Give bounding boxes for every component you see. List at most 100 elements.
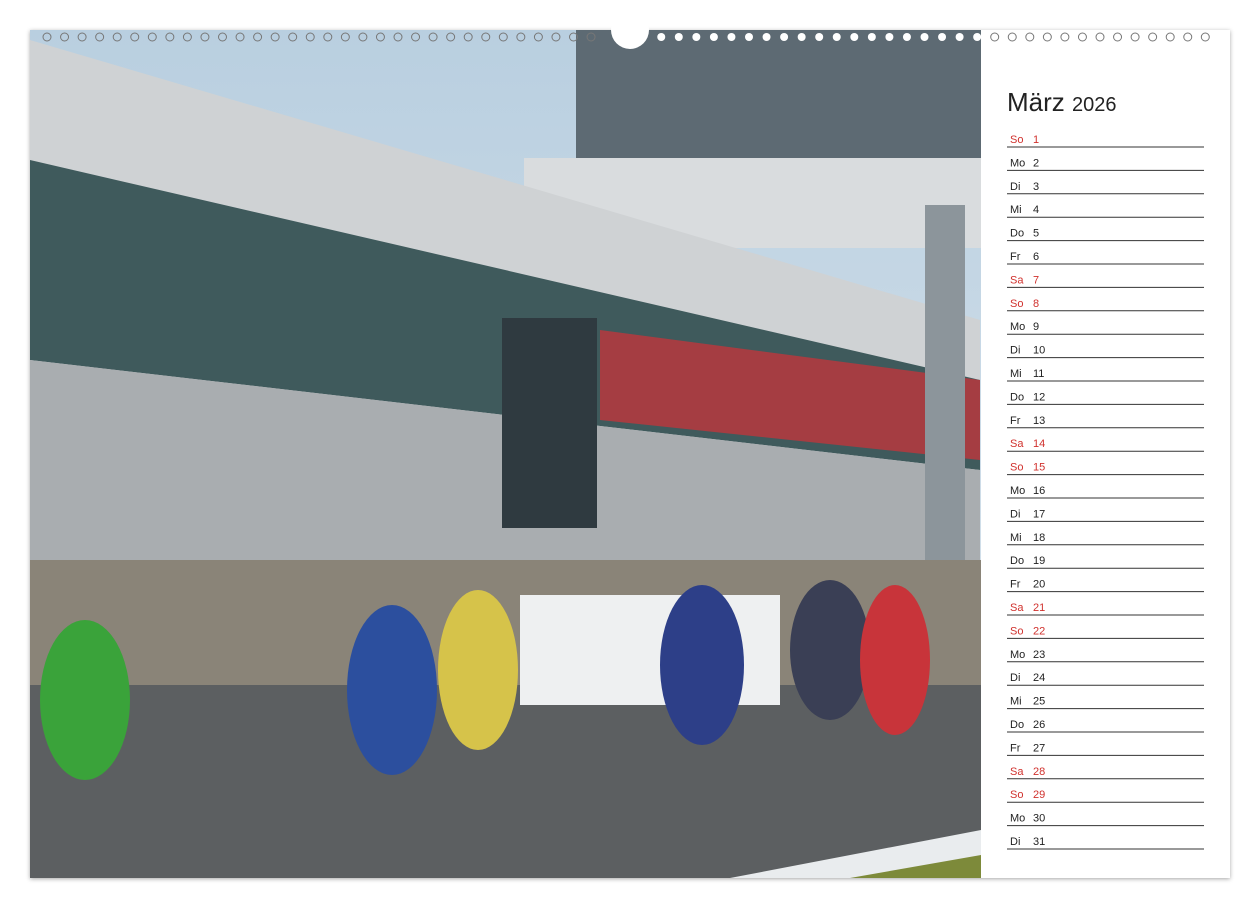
day-number: 1 — [1033, 134, 1039, 146]
day-number: 20 — [1033, 579, 1045, 591]
weekday: Do — [1010, 555, 1024, 567]
weekday: So — [1010, 134, 1023, 146]
weekday: Sa — [1010, 274, 1024, 286]
day-number: 15 — [1033, 462, 1045, 474]
hole — [1130, 32, 1140, 42]
hole — [411, 32, 421, 42]
weekday: Mi — [1010, 204, 1022, 216]
hole — [832, 33, 841, 41]
hole — [1200, 32, 1210, 42]
hole — [815, 33, 824, 41]
hole — [147, 32, 157, 42]
hole — [305, 32, 315, 42]
day-number: 19 — [1033, 555, 1045, 567]
weekday: Mo — [1010, 321, 1025, 333]
month-title: März 2026 — [1007, 87, 1117, 117]
hole — [990, 32, 1000, 42]
binding — [42, 32, 1210, 42]
hole — [533, 32, 543, 42]
hole — [165, 32, 175, 42]
day-number: 22 — [1033, 625, 1045, 637]
hole — [902, 33, 911, 41]
day-number: 3 — [1033, 181, 1039, 193]
hole — [1165, 32, 1175, 42]
weekday: Do — [1010, 391, 1024, 403]
weekday: Mi — [1010, 696, 1022, 708]
hole — [463, 32, 473, 42]
hole — [850, 33, 859, 41]
weekday: Di — [1010, 836, 1020, 848]
day-number: 7 — [1033, 274, 1039, 286]
day-list: So 1 Mo 2 Di 3 Mi 4 Do 5 Fr 6 Sa 7 So 8 Mo 9 Di 10 Mi 11 Do 12 F… — [1007, 134, 1204, 850]
hole — [657, 33, 666, 41]
hole — [393, 32, 403, 42]
weekday: Di — [1010, 181, 1020, 193]
day-number: 14 — [1033, 438, 1045, 450]
hanger — [611, 11, 649, 49]
day-number: 9 — [1033, 321, 1039, 333]
hole — [235, 32, 245, 42]
hole — [1113, 32, 1123, 42]
day-number: 17 — [1033, 508, 1045, 520]
year: 2026 — [1072, 94, 1117, 116]
weekday: So — [1010, 789, 1023, 801]
hole — [358, 32, 368, 42]
day-number: 12 — [1033, 391, 1045, 403]
day-number: 28 — [1033, 766, 1045, 778]
day-number: 18 — [1033, 532, 1045, 544]
hole — [797, 33, 806, 41]
weekday: Sa — [1010, 602, 1024, 614]
weekday: Mo — [1010, 649, 1025, 661]
hole — [674, 33, 683, 41]
hole — [1042, 32, 1052, 42]
hole — [340, 32, 350, 42]
weekday: So — [1010, 298, 1023, 310]
day-number: 25 — [1033, 696, 1045, 708]
weekday: Do — [1010, 228, 1024, 240]
day-number: 6 — [1033, 251, 1039, 263]
hole — [446, 32, 456, 42]
hole — [182, 32, 192, 42]
weekday: Di — [1010, 672, 1020, 684]
weekday: Fr — [1010, 251, 1021, 263]
hole — [551, 32, 561, 42]
weekday: Mi — [1010, 368, 1022, 380]
weekday: Fr — [1010, 742, 1021, 754]
hole — [1077, 32, 1087, 42]
month: März — [1007, 87, 1065, 117]
day-number: 5 — [1033, 228, 1039, 240]
hole — [920, 33, 929, 41]
hole — [938, 33, 947, 41]
day-number: 11 — [1033, 368, 1044, 380]
weekday: Mo — [1010, 813, 1025, 825]
weekday: So — [1010, 625, 1023, 637]
hole — [1025, 32, 1035, 42]
hole — [973, 33, 982, 41]
hole — [130, 32, 140, 42]
hole — [745, 33, 753, 41]
weekday: Mi — [1010, 532, 1022, 544]
day-number: 26 — [1033, 719, 1045, 731]
hole — [885, 33, 894, 41]
hole — [780, 33, 789, 41]
weekday: Fr — [1010, 415, 1021, 427]
hole — [569, 32, 578, 42]
hole — [709, 33, 718, 41]
day-number: 27 — [1033, 742, 1045, 754]
day-number: 16 — [1033, 485, 1045, 497]
day-number: 21 — [1033, 602, 1045, 614]
hole — [112, 32, 122, 42]
hole — [200, 32, 210, 42]
photo — [30, 30, 981, 878]
hole — [498, 32, 508, 42]
hole — [481, 32, 491, 42]
hole — [955, 33, 964, 41]
weekday: Mo — [1010, 157, 1025, 169]
hole — [516, 32, 526, 42]
hole — [586, 32, 596, 42]
day-number: 13 — [1033, 415, 1045, 427]
day-number: 2 — [1033, 157, 1039, 169]
day-number: 4 — [1033, 204, 1039, 216]
weekday: Sa — [1010, 438, 1024, 450]
